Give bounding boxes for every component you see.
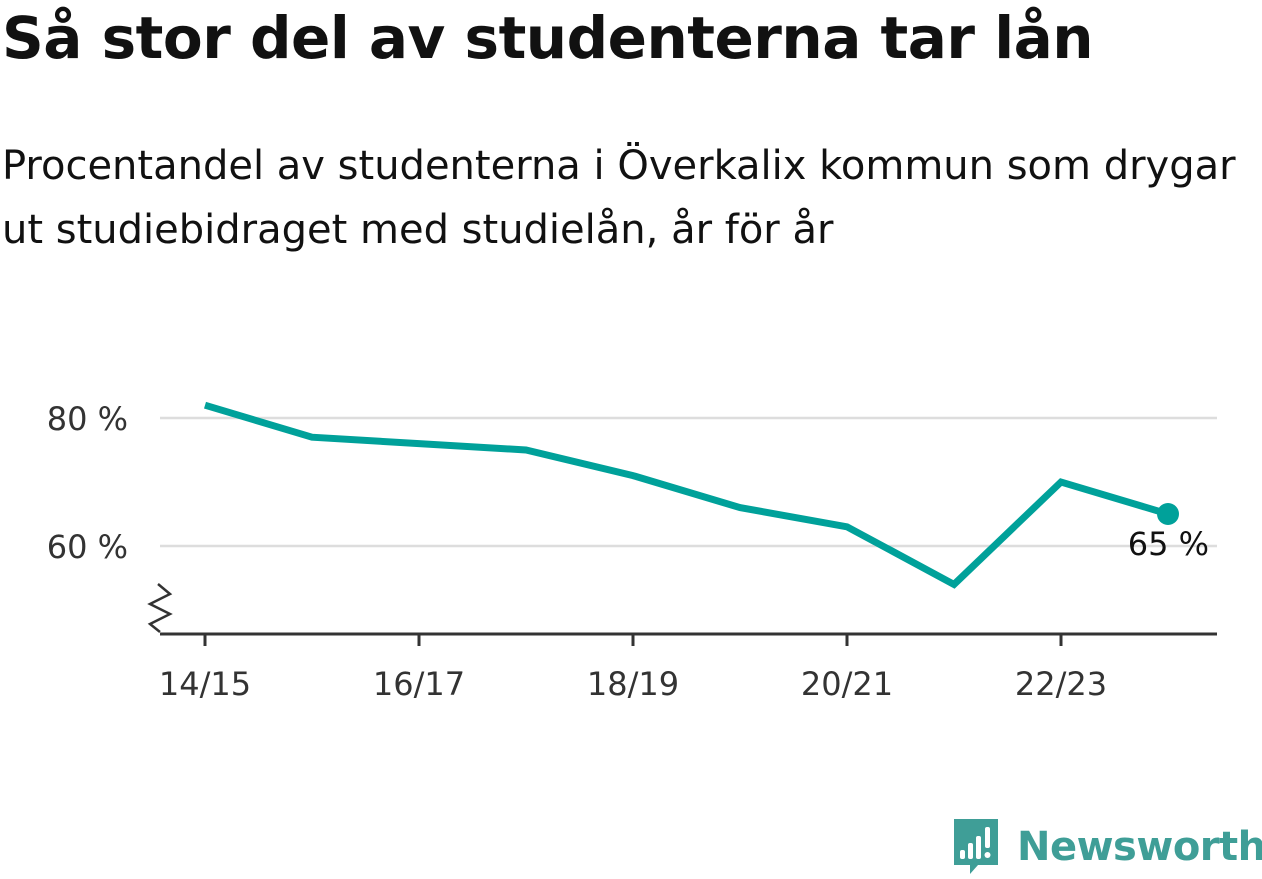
brand-name: Newsworthy (1017, 824, 1262, 870)
data-point-20/21 (844, 524, 850, 530)
y-tick-label: 80 % (47, 400, 128, 438)
x-tick-label: 22/23 (1015, 665, 1107, 703)
data-point-15/16 (309, 434, 315, 440)
end-value-label: 65 % (1128, 525, 1209, 563)
x-tick-label: 14/15 (159, 665, 251, 703)
chart-title: Så stor del av studenterna tar lån (2, 4, 1094, 72)
series-line (203, 401, 1170, 589)
end-point-marker (1157, 503, 1179, 525)
bar-chart-speech-bubble-icon (954, 819, 998, 874)
data-point-22/23 (1058, 479, 1064, 485)
y-tick-label: 60 % (47, 528, 128, 566)
data-point-14/15 (202, 402, 208, 408)
data-point-17/18 (523, 447, 529, 453)
labels: 60 % 80 % 14/15 16/17 18/19 20/21 22/23 65 % (47, 400, 1209, 703)
x-tick-label: 20/21 (801, 665, 893, 703)
x-tick-label: 16/17 (373, 665, 465, 703)
data-point-18/19 (630, 473, 636, 479)
axis-break-marker (147, 583, 173, 633)
axes (147, 583, 1217, 646)
newsworthy-logo: Newsworthy (951, 817, 1262, 877)
data-point-19/20 (737, 505, 743, 511)
chart-subtitle: Procentandel av studenterna i Överkalix … (2, 143, 1236, 253)
data-point-16/17 (416, 441, 422, 447)
x-tick-label: 18/19 (587, 665, 679, 703)
gridlines (160, 416, 1217, 548)
data-point-21/22 (951, 581, 957, 587)
series (202, 401, 1179, 589)
